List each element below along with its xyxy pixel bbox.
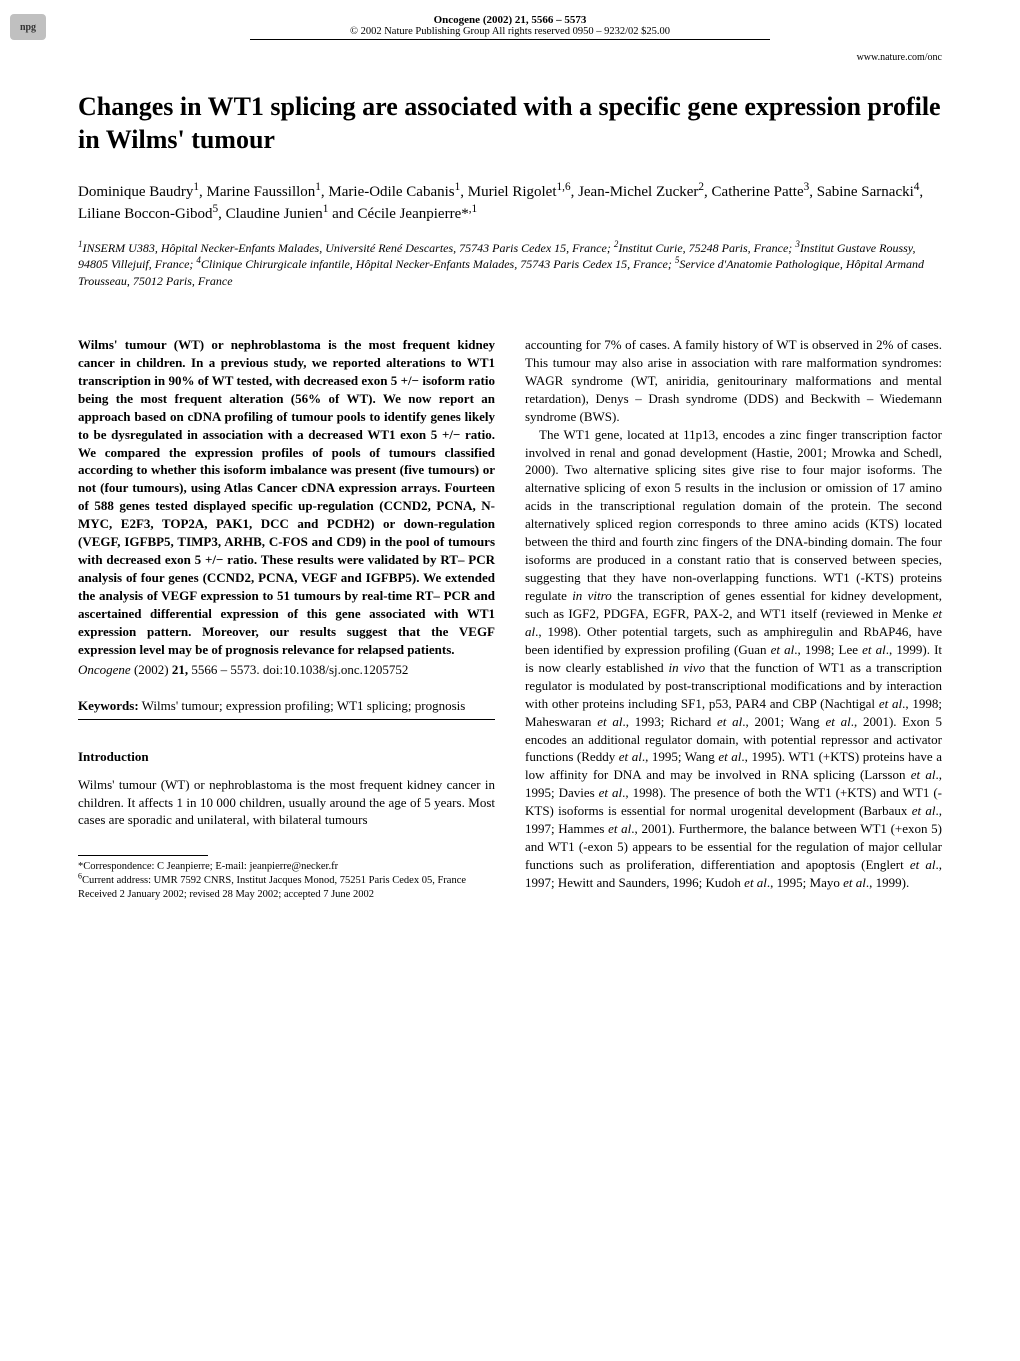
page-header: Oncogene (2002) 21, 5566 – 5573 © 2002 N…: [0, 0, 1020, 46]
header-rule: [250, 39, 770, 40]
keywords-label: Keywords:: [78, 698, 139, 713]
copyright-line: © 2002 Nature Publishing Group All right…: [0, 26, 1020, 37]
footnote-rule: [78, 855, 208, 856]
publisher-badge-text: npg: [20, 22, 36, 33]
article-title: Changes in WT1 splicing are associated w…: [0, 91, 1020, 156]
keywords-block: Keywords: Wilms' tumour; expression prof…: [78, 697, 495, 720]
introduction-paragraph: Wilms' tumour (WT) or nephroblastoma is …: [78, 776, 495, 830]
two-column-body: Wilms' tumour (WT) or nephroblastoma is …: [0, 336, 1020, 901]
keywords-text: Wilms' tumour; expression profiling; WT1…: [139, 698, 466, 713]
right-col-paragraph-1: accounting for 7% of cases. A family his…: [525, 336, 942, 426]
left-column: Wilms' tumour (WT) or nephroblastoma is …: [78, 336, 495, 901]
affiliation-list: 1INSERM U383, Hôpital Necker-Enfants Mal…: [0, 240, 1020, 290]
introduction-heading: Introduction: [78, 748, 495, 766]
keywords-rule: [78, 719, 495, 720]
doi-citation: Oncogene (2002) 21, 5566 – 5573. doi:10.…: [78, 661, 495, 679]
right-column: accounting for 7% of cases. A family his…: [525, 336, 942, 901]
journal-reference: Oncogene (2002) 21, 5566 – 5573: [0, 14, 1020, 26]
author-list: Dominique Baudry1, Marine Faussillon1, M…: [0, 182, 1020, 226]
website-url: www.nature.com/onc: [0, 52, 1020, 63]
correspondence-footnote: *Correspondence: C Jeanpierre; E-mail: j…: [78, 860, 495, 874]
current-address-footnote: 6Current address: UMR 7592 CNRS, Institu…: [78, 874, 495, 888]
publisher-badge: npg: [10, 14, 46, 40]
abstract-text: Wilms' tumour (WT) or nephroblastoma is …: [78, 336, 495, 659]
right-col-paragraph-2: The WT1 gene, located at 11p13, encodes …: [525, 426, 942, 892]
received-dates-footnote: Received 2 January 2002; revised 28 May …: [78, 888, 495, 902]
